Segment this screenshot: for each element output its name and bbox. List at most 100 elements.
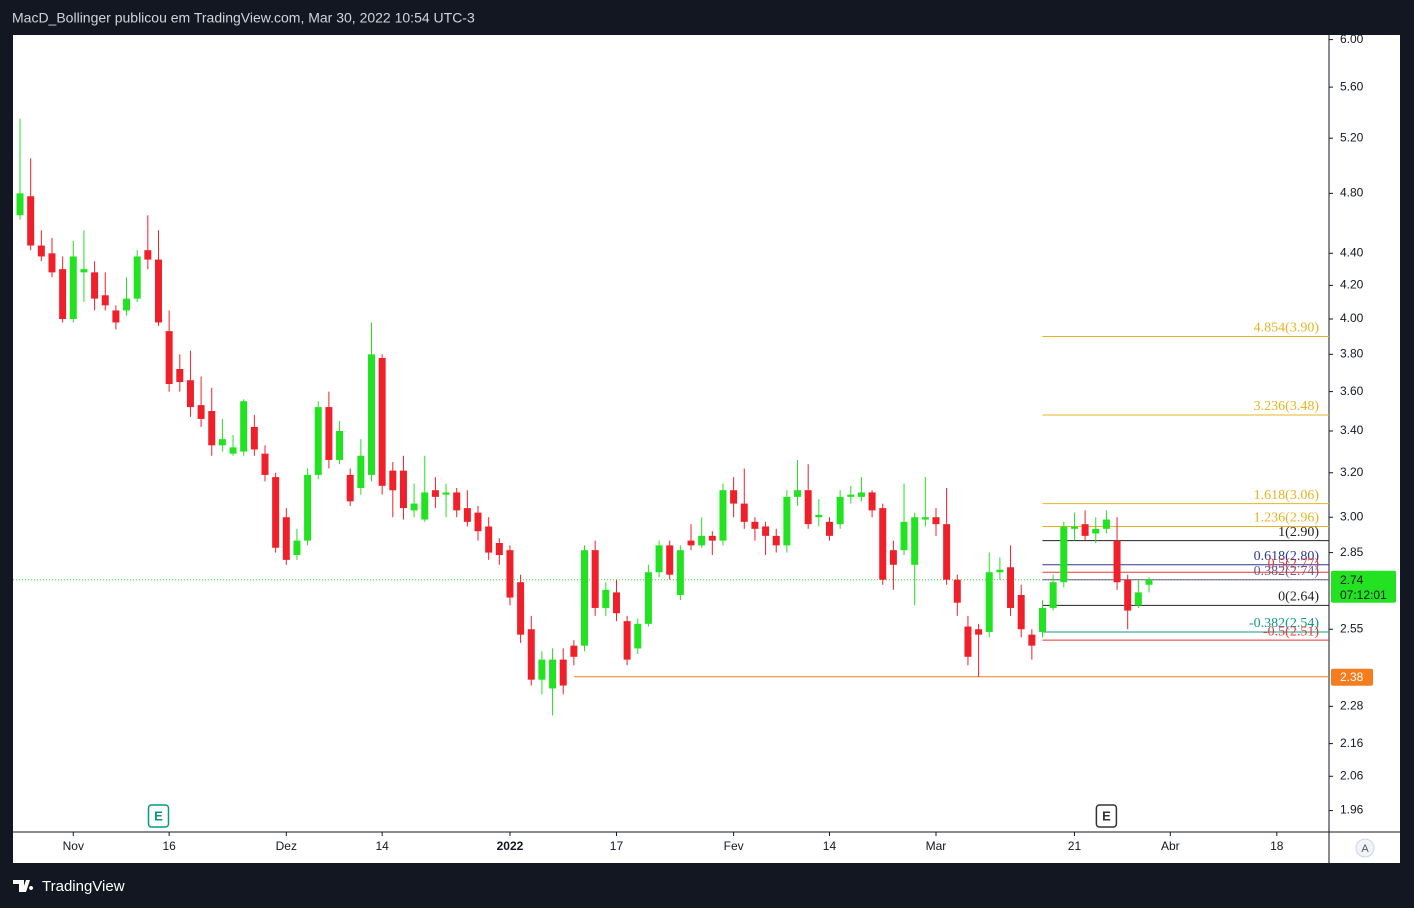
candle-body bbox=[27, 196, 35, 246]
candle-body bbox=[48, 253, 56, 273]
support-price-label: 2.38 bbox=[1340, 670, 1364, 684]
fib-label: -0.382(2.54) bbox=[1249, 616, 1319, 631]
x-tick-label: Nov bbox=[63, 839, 84, 853]
candle-body bbox=[825, 521, 833, 536]
candle-body bbox=[208, 411, 216, 446]
x-tick-label: 14 bbox=[823, 839, 837, 853]
candle-body bbox=[133, 256, 141, 299]
candle-body bbox=[272, 477, 280, 548]
candle-body bbox=[1049, 582, 1057, 608]
candle-body bbox=[91, 272, 99, 299]
candle-body bbox=[304, 474, 312, 541]
candle-body bbox=[953, 579, 961, 603]
candle-body bbox=[506, 550, 514, 598]
fib-label: 1(2.90) bbox=[1278, 525, 1319, 540]
y-tick-label: 2.16 bbox=[1340, 736, 1364, 750]
candle-body bbox=[762, 526, 770, 536]
candle-body bbox=[996, 569, 1004, 573]
candle-body bbox=[336, 430, 344, 460]
x-tick-label: Dez bbox=[276, 839, 297, 853]
candle-body bbox=[378, 357, 386, 486]
candle-body bbox=[1102, 519, 1110, 529]
candle-body bbox=[165, 331, 173, 384]
candle-body bbox=[368, 354, 376, 475]
candle-body bbox=[527, 629, 535, 680]
candle-body bbox=[815, 514, 823, 518]
candle-body bbox=[879, 508, 887, 580]
candle-body bbox=[1007, 567, 1015, 608]
x-tick-label: 16 bbox=[162, 839, 176, 853]
x-tick-label: 18 bbox=[1270, 839, 1284, 853]
x-tick-label: Abr bbox=[1161, 839, 1180, 853]
auto-scale-label[interactable]: A bbox=[1361, 843, 1369, 855]
candle-body bbox=[442, 492, 450, 495]
y-tick-label: 4.80 bbox=[1340, 186, 1364, 200]
candle-body bbox=[1145, 579, 1153, 585]
candle-body bbox=[921, 517, 929, 520]
x-tick-label: Fev bbox=[724, 839, 744, 853]
y-tick-label: 4.00 bbox=[1340, 311, 1364, 325]
candle-body bbox=[687, 540, 695, 546]
candle-body bbox=[240, 401, 248, 452]
fib-label: 0(2.64) bbox=[1278, 590, 1319, 605]
event-marker[interactable] bbox=[1095, 804, 1118, 828]
candle-body bbox=[389, 470, 397, 491]
y-tick-label: 3.00 bbox=[1340, 509, 1364, 523]
candle-body bbox=[154, 259, 162, 323]
fib-label: 1.236(2.96) bbox=[1254, 511, 1320, 526]
candle-body bbox=[186, 380, 194, 408]
y-tick-label: 2.06 bbox=[1340, 768, 1364, 782]
candle-body bbox=[1092, 528, 1100, 534]
candle-body bbox=[431, 490, 439, 497]
candle-body bbox=[346, 474, 354, 502]
candle-body bbox=[847, 494, 855, 497]
y-tick-label: 3.20 bbox=[1340, 465, 1364, 479]
y-tick-label: 3.40 bbox=[1340, 423, 1364, 437]
candle-body bbox=[357, 455, 365, 489]
candle-body bbox=[314, 407, 322, 475]
candle-body bbox=[1017, 594, 1025, 630]
candle-body bbox=[581, 550, 589, 646]
y-tick-label: 5.60 bbox=[1340, 79, 1364, 93]
candle-body bbox=[463, 508, 471, 522]
last-price-label: 2.74 bbox=[1340, 573, 1364, 587]
candle-body bbox=[794, 490, 802, 497]
event-marker[interactable] bbox=[147, 804, 170, 828]
candle-body bbox=[229, 447, 237, 454]
fib-label: 4.854(3.90) bbox=[1254, 321, 1320, 336]
y-tick-label: 6.00 bbox=[1340, 32, 1364, 46]
y-tick-label: 3.80 bbox=[1340, 347, 1364, 361]
candle-body bbox=[975, 629, 983, 635]
auto-scale-button[interactable] bbox=[1355, 838, 1375, 858]
candle-body bbox=[250, 426, 258, 450]
candle-body bbox=[123, 298, 131, 311]
event-label[interactable]: E bbox=[1102, 808, 1111, 823]
fib-label: 3.236(3.48) bbox=[1254, 399, 1320, 414]
candle-body bbox=[772, 535, 780, 546]
candle-body bbox=[282, 517, 290, 560]
candle-body bbox=[591, 550, 599, 608]
candle-body bbox=[549, 659, 557, 689]
candle-body bbox=[325, 407, 333, 460]
candle-body bbox=[112, 310, 120, 323]
candle-body bbox=[602, 589, 610, 608]
candle-body bbox=[517, 582, 525, 635]
event-label[interactable]: E bbox=[154, 808, 163, 823]
candle-body bbox=[932, 517, 940, 525]
candle-body bbox=[804, 490, 812, 525]
y-tick-label: 4.20 bbox=[1340, 278, 1364, 292]
fib-label: 0.618(2.80) bbox=[1254, 549, 1320, 564]
candle-body bbox=[80, 269, 88, 273]
candle-body bbox=[197, 405, 205, 419]
candle-body bbox=[1124, 579, 1132, 611]
candle-body bbox=[698, 535, 706, 546]
candle-body bbox=[783, 496, 791, 546]
candle-body bbox=[37, 245, 45, 257]
candle-body bbox=[570, 645, 578, 657]
candle-body bbox=[421, 492, 429, 520]
logo bbox=[13, 880, 34, 892]
candle-body bbox=[410, 503, 418, 511]
y-tick-label: 2.55 bbox=[1340, 621, 1364, 635]
candle-body bbox=[101, 295, 109, 306]
